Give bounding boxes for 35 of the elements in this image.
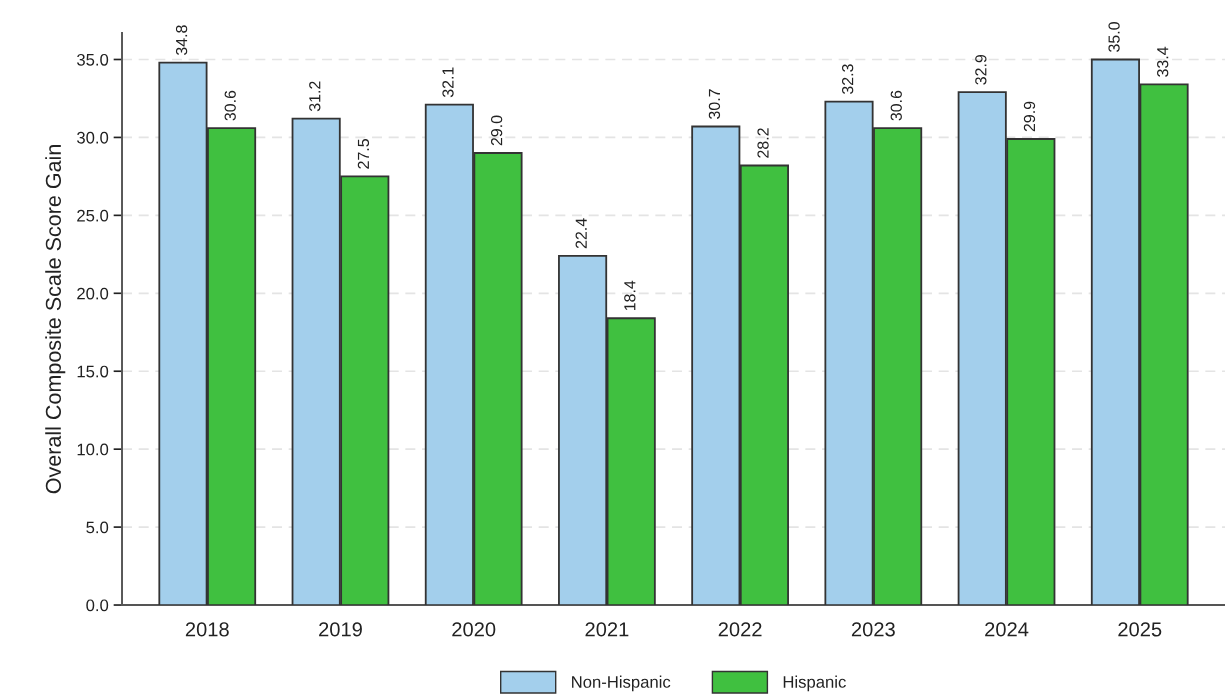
x-tick-label: 2024 xyxy=(985,622,1029,637)
y-tick-label: 5.0 xyxy=(86,521,109,534)
y-tick-label: 10.0 xyxy=(77,443,109,456)
data-label: 22.4 xyxy=(575,218,587,249)
data-label: 18.4 xyxy=(624,280,636,311)
y-axis-title: Overall Composite Scale Score Gain xyxy=(45,145,66,494)
x-tick-label: 2025 xyxy=(1118,622,1162,637)
data-label: 29.9 xyxy=(1023,101,1036,132)
data-label: 29.0 xyxy=(490,115,503,146)
data-label: 30.6 xyxy=(890,90,902,121)
data-label: 34.8 xyxy=(175,25,188,56)
x-tick-label: 2022 xyxy=(718,622,762,637)
data-label: 31.2 xyxy=(309,81,321,112)
x-tick-label: 2021 xyxy=(585,622,629,637)
data-label: 33.4 xyxy=(1157,46,1169,77)
x-tick-label: 2023 xyxy=(851,622,895,637)
data-label: 35.0 xyxy=(1108,22,1120,52)
y-tick-label: 0.0 xyxy=(86,599,109,612)
legend-label: Non-Hispanic xyxy=(572,675,671,692)
y-tick-label: 15.0 xyxy=(77,365,109,378)
data-label: 30.7 xyxy=(708,89,721,119)
data-label: 30.6 xyxy=(224,90,236,121)
x-tick-label: 2020 xyxy=(452,622,496,637)
data-label: 32.3 xyxy=(841,64,854,95)
y-tick-label: 30.0 xyxy=(77,131,109,144)
data-label: 32.1 xyxy=(442,67,454,98)
x-tick-label: 2018 xyxy=(185,622,229,637)
data-label: 27.5 xyxy=(357,139,370,169)
x-tick-label: 2019 xyxy=(319,622,362,637)
data-label: 28.2 xyxy=(757,128,769,158)
y-tick-label: 25.0 xyxy=(77,209,109,222)
y-tick-label: 35.0 xyxy=(77,53,109,66)
legend-label: Hispanic xyxy=(783,675,846,692)
data-label: 32.9 xyxy=(975,54,987,85)
y-tick-label: 20.0 xyxy=(77,287,109,300)
